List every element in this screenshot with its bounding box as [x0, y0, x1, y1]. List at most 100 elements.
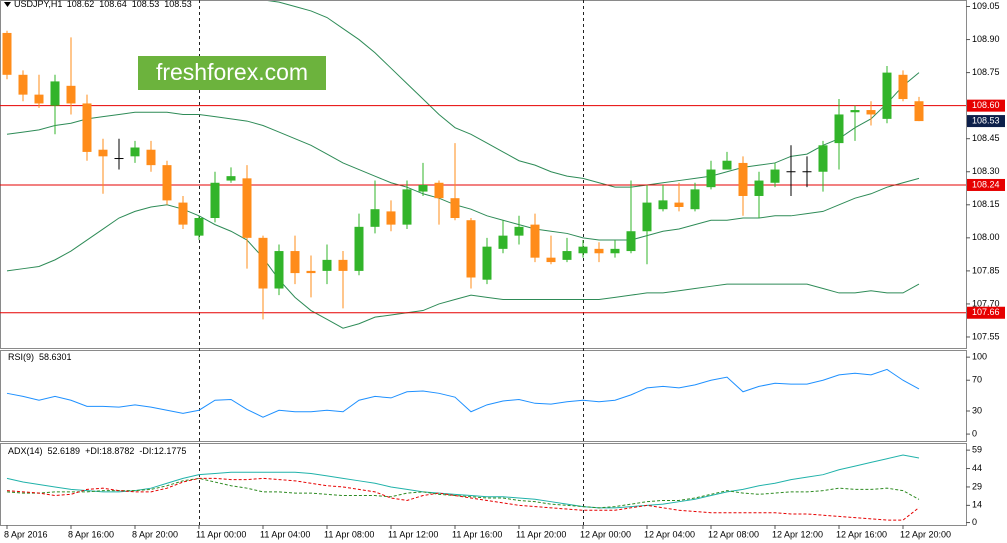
x-tick-label: 11 Apr 20:00 [516, 529, 566, 539]
y-tick-label: 108.15 [972, 199, 1000, 209]
candle-body [210, 182, 220, 219]
x-tick-label: 11 Apr 12:00 [388, 529, 438, 539]
bollinger-band [267, 1, 920, 188]
y-tick-label: 108.00 [972, 232, 1000, 242]
y-tick-label: 108.45 [972, 133, 1000, 143]
main-plot [0, 1, 966, 329]
candle-body [738, 162, 748, 196]
candle-body [146, 149, 156, 166]
main-panel [0, 0, 967, 349]
indicator-value: 58.6301 [39, 352, 72, 362]
x-tick-label: 11 Apr 00:00 [196, 529, 246, 539]
candle-body [562, 251, 572, 260]
x-tick-label: 12 Apr 20:00 [900, 529, 951, 539]
candle-body [770, 169, 780, 183]
y-tick-label: 30 [972, 405, 982, 415]
symbol: USDJPY,H1 [14, 0, 62, 9]
candle-body [866, 110, 876, 115]
candle-body [226, 176, 236, 181]
series-value: 18.8782 [102, 446, 135, 456]
candle-body [674, 202, 684, 207]
candle-body [258, 237, 268, 289]
series-name: -DI: [139, 446, 154, 456]
candle-body [370, 209, 380, 227]
candle-body [322, 259, 332, 271]
y-tick-label: 70 [972, 375, 982, 385]
candle-body [834, 114, 844, 144]
last-price-box [967, 115, 1005, 128]
candle-body [402, 189, 412, 225]
series-name: +DI: [85, 446, 102, 456]
candle-body [450, 198, 460, 219]
level-label-box [967, 306, 1005, 319]
candle-body [882, 72, 892, 119]
adx-plot [6, 454, 920, 521]
y-tick-label: 59 [972, 445, 982, 455]
candle-body [306, 270, 316, 274]
candle-body [498, 235, 508, 249]
indicator-title: RSI(9) [8, 352, 34, 362]
y-tick-label: 29 [972, 481, 982, 491]
candle-body [546, 257, 556, 263]
y-tick-label: 0 [972, 428, 977, 438]
level-label-box [967, 99, 1005, 112]
indicator-line [6, 477, 920, 521]
indicator-line [6, 368, 920, 418]
series-value: 12.1775 [154, 446, 187, 456]
candle-body [610, 248, 620, 254]
x-tick-label: 8 Apr 2016 [4, 529, 48, 539]
y-tick-label: 100 [972, 352, 987, 362]
level-label-box [967, 178, 1005, 191]
candle-body [514, 226, 524, 236]
candle-body [754, 180, 764, 196]
candle-body [434, 182, 444, 199]
candle-body [130, 147, 140, 157]
candle-body [98, 149, 108, 157]
candle-body [386, 211, 396, 225]
y-tick-label: 44 [972, 463, 982, 473]
x-tick-label: 11 Apr 16:00 [452, 529, 502, 539]
ohlc-value: 108.62 [67, 0, 95, 9]
candle-body [82, 103, 92, 152]
y-tick-label: 109.05 [972, 1, 1000, 11]
candle-body [18, 74, 28, 95]
symbol-icon [4, 2, 11, 7]
candle-body [530, 224, 540, 258]
x-tick-label: 12 Apr 08:00 [708, 529, 759, 539]
x-tick-label: 12 Apr 16:00 [836, 529, 887, 539]
candle-body [354, 226, 364, 271]
x-tick-label: 11 Apr 08:00 [324, 529, 374, 539]
y-tick-label: 108.90 [972, 34, 1000, 44]
rsi-plot [6, 368, 920, 418]
y-tick-label: 108.30 [972, 166, 1000, 176]
y-tick-label: 107.85 [972, 265, 1000, 275]
candle-body [658, 200, 668, 210]
candle-body [818, 145, 828, 172]
candle-body [274, 251, 284, 289]
indicator-line [6, 477, 920, 509]
y-tick-label: 108.75 [972, 67, 1000, 77]
candle-body [50, 81, 60, 106]
x-tick-label: 12 Apr 12:00 [772, 529, 823, 539]
level-label: 108.60 [972, 100, 1000, 110]
x-tick-label: 12 Apr 00:00 [580, 529, 631, 539]
candle-body [706, 169, 716, 188]
candle-body [242, 178, 252, 238]
indicator-line [6, 454, 920, 509]
candle-body [642, 202, 652, 232]
candle-body [578, 246, 588, 254]
y-tick-label: 107.55 [972, 331, 1000, 341]
candle-body [34, 94, 44, 104]
ohlc-value: 108.53 [132, 0, 160, 9]
adx-panel [0, 443, 967, 526]
x-tick-label: 11 Apr 04:00 [260, 529, 310, 539]
rsi-panel [0, 350, 967, 442]
candle-body [338, 259, 348, 271]
candle-body [194, 218, 204, 236]
candle-body [466, 220, 476, 278]
watermark-box [138, 56, 326, 90]
candle-body [482, 246, 492, 280]
candle-body [914, 101, 924, 122]
